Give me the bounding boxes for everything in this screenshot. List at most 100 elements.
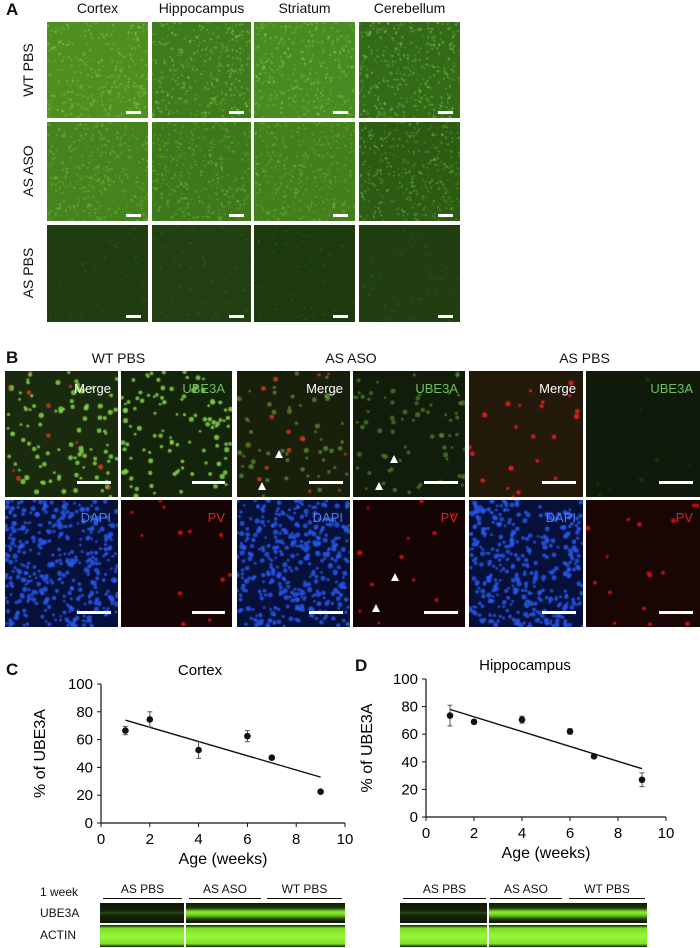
- panel-d-label: D: [355, 656, 368, 675]
- blot-d-actin-treated: [489, 925, 647, 947]
- channel-label-merge: Merge: [74, 381, 111, 396]
- y-tick-label: 60: [401, 726, 418, 743]
- scale-bar: [229, 315, 244, 318]
- micrograph-as-aso-ube3a: [353, 371, 465, 497]
- x-tick-label: 8: [614, 825, 622, 842]
- blot-d-group-as-pbs: AS PBS: [403, 882, 486, 899]
- micrograph-as-aso-dapi: [237, 500, 350, 627]
- blot-d-group-as-aso: AS ASO: [490, 882, 562, 899]
- chart-title: Hippocampus: [479, 657, 571, 674]
- channel-label-pv: PV: [440, 510, 458, 525]
- data-point: [317, 788, 324, 796]
- blot-c-actin-as-pbs: [100, 925, 184, 947]
- blot-c-group-as-aso: AS ASO: [189, 882, 261, 899]
- scale-bar: [438, 214, 453, 217]
- arrowhead-icon: [372, 604, 380, 612]
- x-tick-label: 10: [658, 825, 675, 842]
- group-header-as-pbs: AS PBS: [559, 350, 610, 366]
- x-tick-label: 4: [194, 831, 202, 848]
- y-tick-label: 80: [401, 699, 418, 716]
- x-tick-label: 6: [243, 831, 251, 848]
- chart-title: Cortex: [178, 662, 223, 679]
- y-tick-label: 60: [76, 732, 93, 749]
- micrograph-wt-pbs-striatum: [254, 22, 355, 118]
- blot-c-group-as-pbs: AS PBS: [103, 882, 182, 899]
- scale-bar: [542, 611, 576, 614]
- channel-label-dapi: DAPI: [312, 510, 343, 525]
- micrograph-wt-pbs-cerebellum: [359, 22, 460, 118]
- scale-bar: [438, 315, 453, 318]
- micrograph-wt-pbs-ube3a: [121, 371, 232, 497]
- data-point: [122, 727, 129, 734]
- blot-c-ube3a-as-pbs: [100, 903, 184, 923]
- blot-d-actin-as-pbs: [400, 925, 487, 947]
- micrograph-as-pbs-dapi: [469, 500, 583, 627]
- x-tick-label: 0: [422, 825, 430, 842]
- scale-bar: [309, 611, 343, 614]
- x-tick-label: 2: [146, 831, 154, 848]
- x-tick-label: 2: [470, 825, 478, 842]
- micrograph-as-pbs-cortex: [47, 225, 148, 322]
- scale-bar: [424, 481, 458, 484]
- scale-bar: [333, 214, 348, 217]
- data-point: [268, 754, 276, 761]
- micrograph-wt-pbs-pv: [121, 500, 232, 627]
- y-tick-label: 0: [85, 815, 93, 832]
- y-tick-label: 0: [410, 809, 418, 826]
- data-point: [566, 728, 574, 735]
- blot-d-ube3a-treated: [489, 903, 647, 923]
- channel-label-ube3a: UBE3A: [650, 381, 693, 396]
- micrograph-wt-pbs-merge: [5, 371, 118, 497]
- channel-label-dapi: DAPI: [80, 510, 111, 525]
- panel-a-label: A: [6, 0, 19, 19]
- channel-label-merge: Merge: [306, 381, 343, 396]
- y-tick-label: 20: [401, 781, 418, 798]
- micrograph-as-pbs-ube3a: [586, 371, 700, 497]
- scale-bar: [77, 481, 111, 484]
- x-tick-label: 0: [97, 831, 105, 848]
- channel-label-ube3a: UBE3A: [415, 381, 458, 396]
- y-tick-label: 40: [76, 759, 93, 776]
- data-point: [638, 776, 646, 784]
- scale-bar: [77, 611, 111, 614]
- scale-bar: [192, 481, 225, 484]
- trendline: [125, 719, 321, 778]
- blot-c-ube3a-treated: [186, 903, 345, 923]
- blot-c-group-wt-pbs: WT PBS: [267, 882, 342, 899]
- arrowhead-icon: [391, 573, 399, 581]
- scale-bar: [192, 611, 225, 614]
- micrograph-as-aso-cortex: [47, 122, 148, 221]
- scale-bar: [424, 611, 458, 614]
- y-axis-label: % of UBE3A: [359, 703, 376, 792]
- micrograph-as-aso-hippocampus: [152, 122, 251, 221]
- col-header-hippocampus: Hippocampus: [158, 0, 245, 16]
- data-point: [146, 716, 154, 723]
- col-header-cerebellum: Cerebellum: [373, 0, 446, 16]
- scale-bar: [229, 214, 244, 217]
- scale-bar: [659, 611, 693, 614]
- y-tick-label: 100: [393, 671, 418, 688]
- micrograph-wt-pbs-hippocampus: [152, 22, 251, 118]
- panel-c-label: C: [6, 660, 19, 679]
- channel-label-pv: PV: [675, 510, 693, 525]
- group-header-as-aso: AS ASO: [325, 350, 377, 366]
- scale-bar: [229, 111, 244, 114]
- micrograph-as-aso-merge: [237, 371, 350, 497]
- scale-bar: [126, 111, 141, 114]
- micrograph-as-pbs-cerebellum: [359, 225, 460, 322]
- data-point: [470, 718, 478, 726]
- channel-label-dapi: DAPI: [545, 510, 576, 525]
- y-tick-label: 40: [401, 754, 418, 771]
- x-axis-label: Age (weeks): [502, 845, 591, 862]
- y-tick-label: 80: [76, 704, 93, 721]
- arrowhead-icon: [390, 455, 398, 463]
- x-axis-label: Age (weeks): [179, 851, 268, 868]
- y-tick-label: 20: [76, 787, 93, 804]
- trendline: [449, 708, 643, 770]
- channel-label-merge: Merge: [539, 381, 576, 396]
- scale-bar: [659, 481, 693, 484]
- micrograph-wt-pbs-dapi: [5, 500, 118, 627]
- micrograph-as-aso-pv: [353, 500, 465, 627]
- arrowhead-icon: [258, 482, 266, 490]
